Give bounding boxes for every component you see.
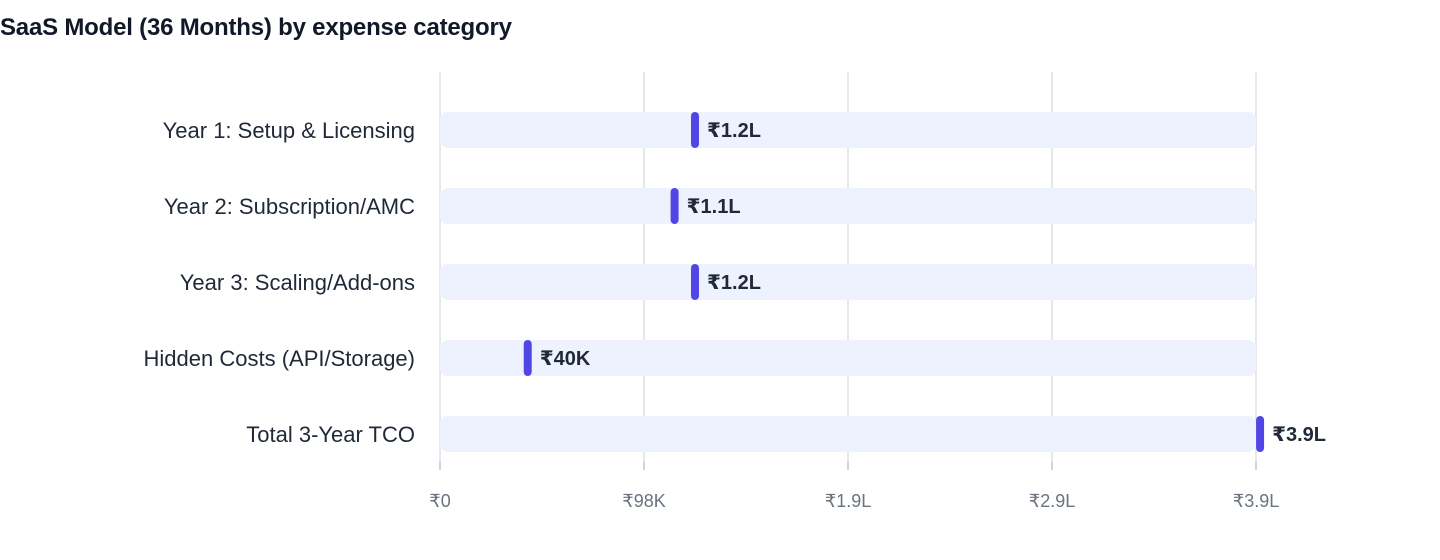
data-label: ₹1.2L: [707, 272, 761, 294]
x-tick-label: ₹1.9L: [825, 491, 872, 511]
category-label: Hidden Costs (API/Storage): [144, 346, 415, 371]
chart-title: SaaS Model (36 Months) by expense catego…: [0, 14, 512, 41]
bar-marker: [1256, 416, 1265, 452]
bar-track: [440, 188, 1256, 224]
category-label: Total 3-Year TCO: [246, 422, 415, 447]
category-label: Year 1: Setup & Licensing: [163, 118, 415, 143]
bar-markers: [523, 112, 1265, 452]
value-labels: ₹1.2L ₹1.1L ₹1.2L ₹40K ₹3.9L: [540, 120, 1326, 446]
category-label: Year 3: Scaling/Add-ons: [180, 270, 415, 295]
data-label: ₹1.1L: [687, 196, 741, 218]
category-label: Year 2: Subscription/AMC: [164, 194, 415, 219]
data-label: ₹3.9L: [1272, 424, 1326, 446]
bar-tracks: [440, 112, 1256, 452]
x-tick-label: ₹98K: [622, 491, 665, 511]
bar-marker: [691, 112, 699, 148]
data-label: ₹40K: [540, 348, 591, 370]
bar-marker: [523, 340, 532, 376]
category-labels: Year 1: Setup & Licensing Year 2: Subscri…: [144, 118, 416, 447]
bar-track: [440, 112, 1256, 148]
x-tick-label: ₹2.9L: [1029, 491, 1076, 511]
bar-marker: [670, 188, 679, 224]
bar-track: [440, 416, 1256, 452]
bar-track: [440, 264, 1256, 300]
x-tick-label: ₹0: [429, 491, 450, 511]
x-axis-ticks: ₹0 ₹98K ₹1.9L ₹2.9L ₹3.9L: [429, 491, 1279, 511]
x-tick-label: ₹3.9L: [1233, 491, 1280, 511]
bar-track: [440, 340, 1256, 376]
data-label: ₹1.2L: [707, 120, 761, 142]
bar-marker: [691, 264, 699, 300]
